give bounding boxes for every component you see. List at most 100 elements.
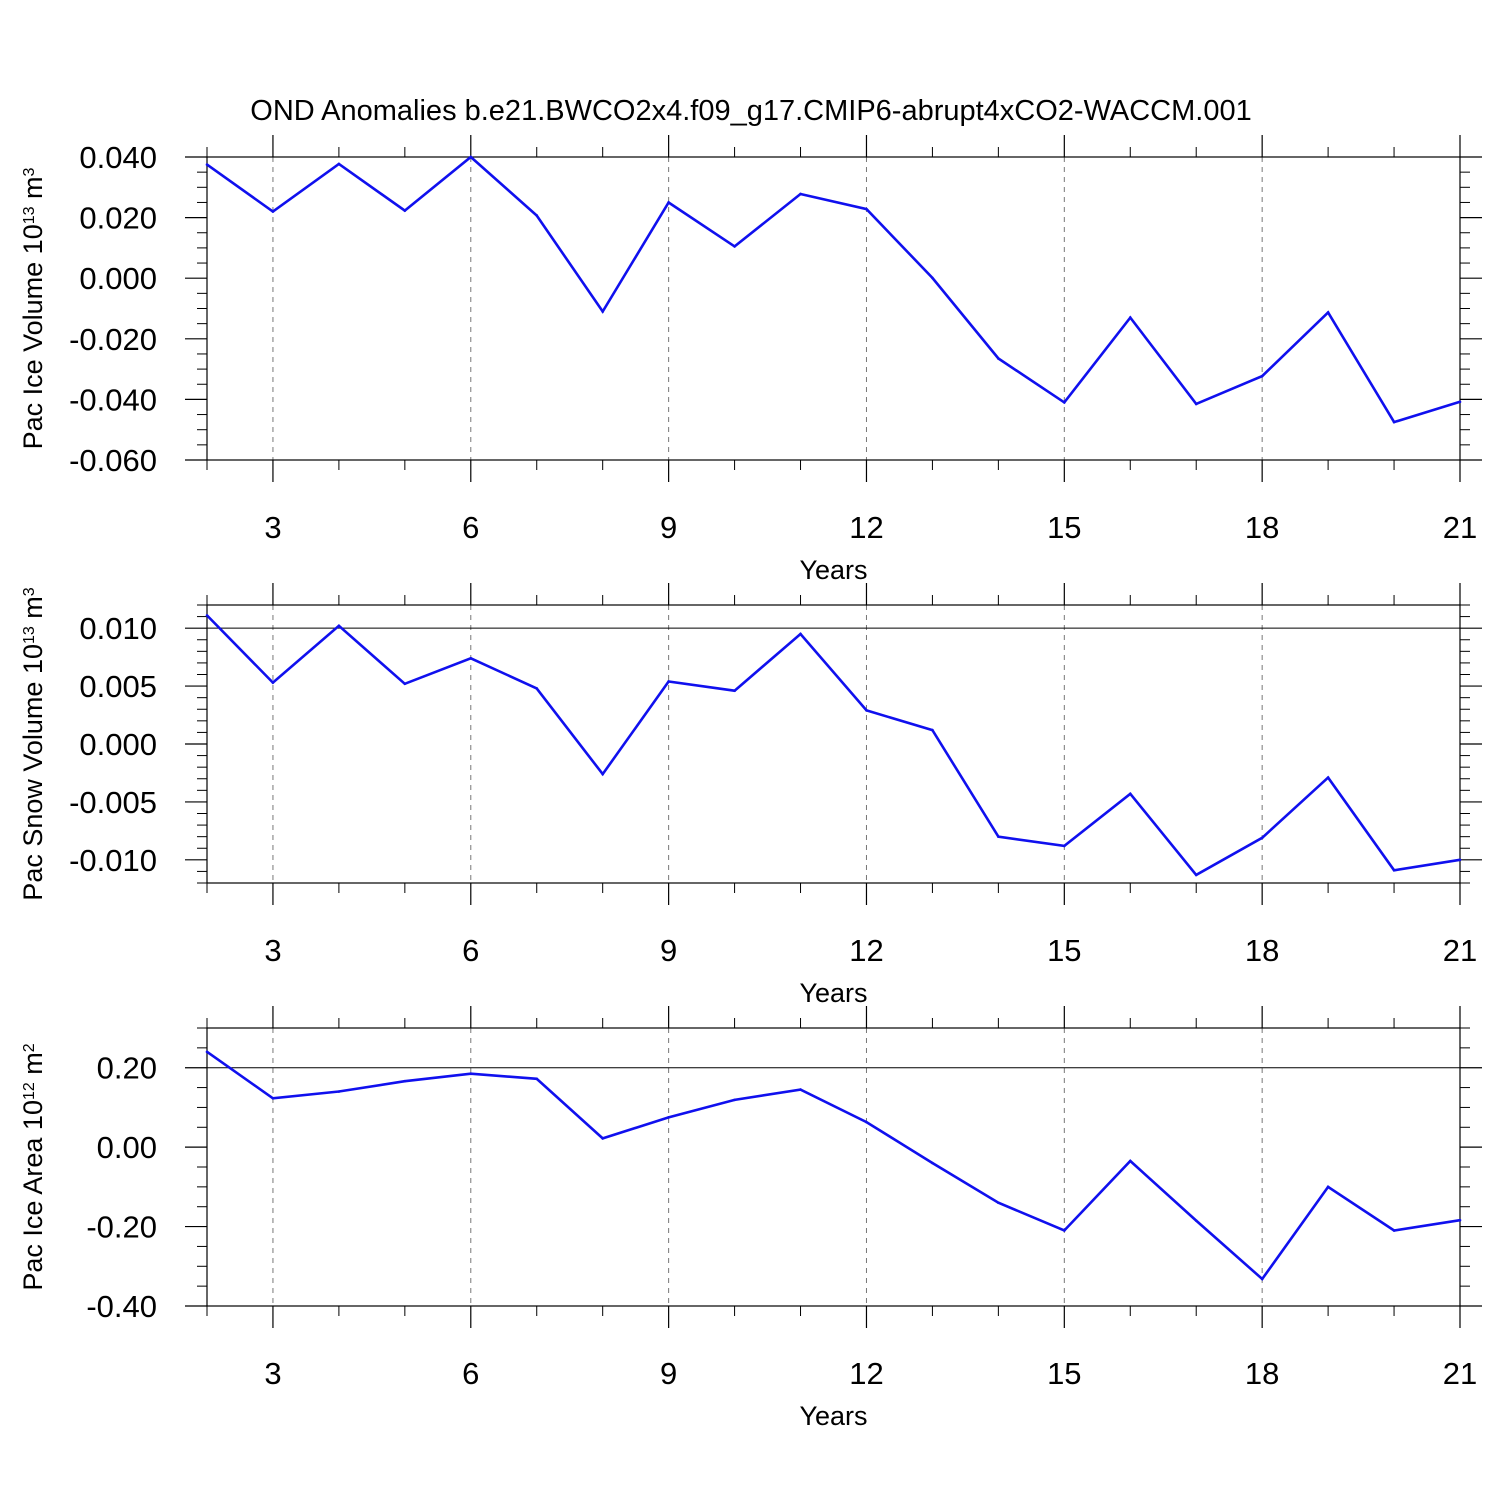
data-point-year-4	[337, 624, 341, 628]
data-point-year-6	[469, 155, 473, 159]
data-point-year-3	[271, 1096, 275, 1100]
panels: 3 6 9 12 15 18 21 -0.060 -0.040 -0.020 0.000 0.020 0…	[18, 135, 1482, 1431]
data-point-year-17	[1194, 873, 1198, 877]
x-tick-label-6: 6	[462, 510, 479, 545]
data-point-year-10	[733, 689, 736, 693]
data-point-year-13	[931, 728, 934, 732]
panel-3: 3 6 9 12 15 18 21 -0.40 -0.20 0.00 0.20 Years Pac Ic…	[18, 1006, 1482, 1431]
data-point-year-9	[667, 201, 670, 204]
y-tick-label--0.020: -0.020	[69, 322, 157, 357]
data-point-year-14	[997, 1201, 1000, 1205]
y-tick-label--0.010: -0.010	[69, 843, 157, 878]
data-point-year-7	[535, 214, 539, 217]
y-axis-label-part-4: 2	[21, 1043, 38, 1052]
y-tick-label--0.005: -0.005	[69, 785, 157, 820]
x-tick-label-9: 9	[660, 510, 677, 545]
y-tick-label-0.005: 0.005	[79, 669, 157, 704]
data-point-year-9	[667, 1116, 670, 1119]
y-tick-label-0.20: 0.20	[97, 1051, 157, 1086]
data-point-year-11	[799, 192, 802, 196]
y-tick-label--0.060: -0.060	[69, 443, 157, 478]
series-line	[206, 1050, 1461, 1281]
y-tick-label--0.20: -0.20	[86, 1210, 157, 1245]
x-tick-label-9: 9	[660, 1356, 677, 1391]
data-point-year-21	[1458, 1218, 1462, 1222]
x-tick-label-18: 18	[1245, 510, 1279, 545]
data-point-year-12	[865, 709, 868, 712]
y-axis-label-part-3: m	[18, 596, 48, 626]
y-tick-label--0.040: -0.040	[69, 382, 157, 417]
x-tick-label-12: 12	[849, 510, 883, 545]
data-point-year-6	[469, 656, 473, 660]
data-point-year-18	[1260, 1277, 1264, 1281]
y-axis-label-part-4: 3	[21, 587, 38, 596]
data-point-year-14	[997, 357, 1000, 360]
data-point-year-2	[205, 614, 209, 617]
y-axis-label-part-1: Pac Ice Area 10	[18, 1100, 48, 1291]
y-axis-label-part-1: Pac Ice Volume 10	[18, 224, 48, 449]
data-point-year-8	[601, 1137, 604, 1140]
data-point-year-20	[1392, 1229, 1396, 1232]
y-tick-label--0.40: -0.40	[86, 1289, 157, 1324]
y-axis-label-part-2: 13	[21, 626, 38, 644]
data-point-year-16	[1128, 792, 1132, 796]
series-line	[206, 155, 1461, 424]
y-axis-label-part-2: 13	[21, 206, 38, 224]
data-point-year-11	[799, 632, 802, 636]
data-point-year-9	[667, 680, 670, 683]
data-point-year-19	[1326, 776, 1330, 779]
data-point-year-3	[271, 681, 275, 684]
y-axis-label-part-2: 12	[21, 1082, 38, 1100]
data-point-year-19	[1326, 1185, 1330, 1189]
data-point-year-5	[403, 209, 407, 212]
data-point-year-17	[1194, 1219, 1198, 1222]
data-point-year-10	[733, 245, 736, 248]
data-point-year-8	[601, 310, 604, 313]
y-axis-label: Pac Snow Volume 1013 m3	[18, 587, 48, 900]
x-tick-label-3: 3	[264, 933, 281, 968]
panel-2: 3 6 9 12 15 18 21 -0.010 -0.005 0.000 0.005 0.010 Ye…	[18, 583, 1482, 1008]
x-tick-label-9: 9	[660, 933, 677, 968]
data-point-year-4	[337, 162, 341, 166]
data-point-year-15	[1063, 844, 1066, 848]
y-axis-label: Pac Ice Area 1012 m2	[18, 1043, 48, 1290]
data-point-year-20	[1392, 420, 1396, 424]
x-tick-label-6: 6	[462, 933, 479, 968]
data-point-year-13	[931, 276, 934, 280]
x-axis-label: Years	[799, 1401, 867, 1431]
data-point-year-18	[1260, 374, 1264, 378]
y-tick-label-0.000: 0.000	[79, 261, 157, 296]
y-tick-label-0.020: 0.020	[79, 201, 157, 236]
x-tick-label-18: 18	[1245, 933, 1279, 968]
data-point-year-13	[931, 1161, 934, 1165]
data-point-year-19	[1326, 311, 1330, 314]
data-point-year-8	[601, 772, 604, 776]
x-tick-label-15: 15	[1047, 1356, 1081, 1391]
y-tick-label-0.040: 0.040	[79, 140, 157, 175]
data-point-year-6	[469, 1072, 473, 1075]
x-tick-label-3: 3	[264, 1356, 281, 1391]
x-axis-label: Years	[799, 978, 867, 1008]
data-point-year-12	[865, 1120, 868, 1124]
data-point-year-12	[865, 207, 868, 211]
panel-1: 3 6 9 12 15 18 21 -0.060 -0.040 -0.020 0.000 0.020 0…	[18, 135, 1482, 585]
x-tick-label-15: 15	[1047, 933, 1081, 968]
x-tick-label-3: 3	[264, 510, 281, 545]
data-point-year-17	[1194, 402, 1198, 406]
x-tick-label-12: 12	[849, 1356, 883, 1391]
y-axis-label-part-1: Pac Snow Volume 10	[18, 644, 48, 901]
y-axis-label-part-4: 3	[21, 167, 38, 176]
data-point-year-16	[1128, 1159, 1132, 1163]
data-point-year-16	[1128, 316, 1132, 319]
data-point-year-5	[403, 682, 407, 686]
x-tick-label-21: 21	[1443, 510, 1477, 545]
x-tick-label-6: 6	[462, 1356, 479, 1391]
data-point-year-7	[535, 1077, 539, 1081]
data-point-year-15	[1063, 401, 1066, 404]
data-point-year-5	[403, 1079, 407, 1083]
series-line	[206, 614, 1461, 877]
x-tick-label-15: 15	[1047, 510, 1081, 545]
x-axis-label: Years	[799, 555, 867, 585]
y-axis-label: Pac Ice Volume 1013 m3	[18, 167, 48, 449]
data-point-year-4	[337, 1090, 341, 1093]
